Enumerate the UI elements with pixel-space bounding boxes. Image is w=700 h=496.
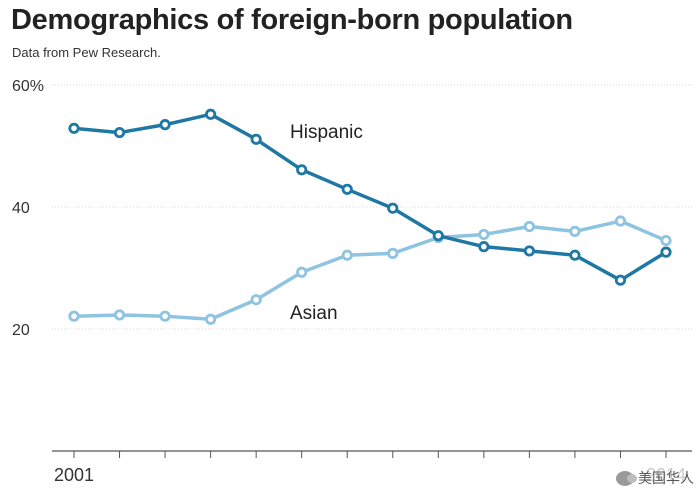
watermark: 美国华人	[614, 468, 696, 488]
data-point-asian-2014	[660, 234, 672, 247]
series-line-hispanic	[73, 112, 667, 282]
data-point-asian-2011	[523, 220, 535, 233]
data-point-hispanic-2011	[523, 245, 535, 257]
y-tick-label-20: 20	[12, 322, 30, 339]
data-point-hispanic-2007	[341, 183, 353, 195]
data-point-asian-2006	[296, 266, 308, 278]
data-point-asian-2004	[205, 313, 217, 325]
chart-subtitle: Data from Pew Research.	[12, 45, 161, 60]
x-tick-label-2001: 2001	[54, 465, 94, 485]
series-label-hispanic: Hispanic	[290, 122, 363, 143]
data-point-hispanic-2008	[387, 202, 399, 214]
data-point-hispanic-2012	[569, 249, 581, 261]
data-point-hispanic-2002	[113, 126, 126, 139]
data-point-asian-2005	[250, 294, 262, 306]
y-tick-label-60: 60%	[12, 78, 44, 95]
data-point-hispanic-2001	[68, 122, 80, 134]
watermark-text: 美国华人	[638, 470, 694, 486]
data-point-asian-2003	[159, 310, 171, 322]
data-point-asian-2001	[68, 310, 80, 322]
chat-bubble-icon	[616, 470, 637, 486]
y-tick-label-40: 40	[12, 200, 30, 217]
data-point-hispanic-2005	[250, 133, 262, 145]
data-point-hispanic-2004	[205, 108, 217, 120]
data-point-asian-2010	[478, 228, 490, 241]
chart-title: Demographics of foreign-born population	[11, 4, 573, 36]
data-point-hispanic-2003	[159, 119, 171, 131]
data-point-asian-2007	[341, 249, 353, 261]
data-point-hispanic-2014	[660, 246, 672, 258]
data-point-hispanic-2013	[614, 274, 627, 286]
series-line-asian	[73, 219, 667, 321]
data-point-hispanic-2009	[432, 230, 444, 242]
series-label-asian: Asian	[290, 303, 338, 324]
data-point-asian-2013	[614, 215, 627, 227]
data-point-asian-2002	[113, 309, 126, 321]
data-point-asian-2012	[569, 225, 581, 237]
data-point-asian-2008	[387, 247, 399, 259]
data-point-hispanic-2010	[478, 241, 490, 253]
data-point-hispanic-2006	[296, 164, 308, 176]
